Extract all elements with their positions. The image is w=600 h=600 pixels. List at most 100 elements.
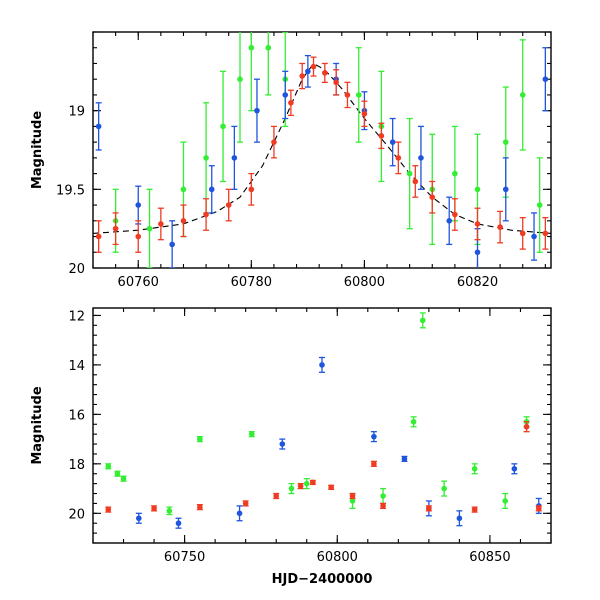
red-data-point [95,233,102,240]
green-data-point [502,498,509,504]
bottom-x-axis-label: HJD−2400000 [272,572,373,587]
red-data-point [112,225,119,232]
green-data-point [203,155,209,161]
blue-data-point [446,218,453,224]
blue-data-point [305,68,311,75]
red-data-point [297,483,304,489]
green-data-point [146,225,153,232]
x-tick-label: 60780 [231,275,272,290]
top-panel: 60760 60780 60800 60820 19 19.5 20 Magnitude [30,31,552,290]
red-data-point [333,79,339,86]
green-data-point [349,498,356,504]
green-data-point [536,202,543,208]
blue-data-point [418,155,424,161]
green-data-point [220,123,226,130]
red-data-point [151,505,157,512]
red-data-point [380,503,386,509]
y-tick-label: 20 [68,507,85,522]
red-data-point [322,70,328,76]
red-data-point [519,230,526,237]
green-data-point [237,76,243,82]
red-data-point [248,186,255,193]
top-x-axis: 60760 60780 60800 60820 [92,32,546,290]
x-tick-label: 60800 [317,550,358,565]
y-tick-label: 19.5 [56,183,85,198]
y-tick-label: 18 [68,458,85,473]
red-data-point [429,194,436,200]
green-data-point [471,465,478,472]
green-data-point [105,463,112,470]
top-y-axis: 19 19.5 20 [56,31,551,277]
x-tick-label: 60820 [457,275,498,290]
red-data-point [471,506,478,513]
x-tick-label: 60750 [164,550,205,565]
green-data-point [265,44,272,51]
green-data-point [474,186,481,193]
green-data-point [248,431,255,437]
green-data-point [248,44,255,51]
blue-data-point [208,186,215,193]
red-data-point [271,139,277,145]
green-data-point [452,170,458,177]
blue-data-point [135,202,142,208]
blue-data-point [169,241,175,248]
red-data-point [158,221,164,227]
bottom-x-axis: 60750 60800 60850 [92,308,552,565]
blue-data-point [511,465,518,472]
red-data-point [180,218,187,224]
green-data-point [288,485,295,492]
top-plot-frame [92,31,552,269]
y-tick-label: 14 [68,359,85,374]
red-data-point [395,155,402,161]
blue-data-point [371,433,377,440]
red-data-point [371,461,377,467]
blue-data-point [531,233,537,240]
green-data-point [410,418,417,425]
blue-data-point [389,139,396,145]
red-data-point [349,493,356,499]
red-data-point [203,211,209,218]
green-data-point [406,170,413,177]
blue-data-point [319,362,325,368]
bottom-y-axis-label: Magnitude [30,386,45,465]
x-tick-label: 60850 [469,550,510,565]
bottom-plot-frame [92,307,552,544]
red-data-point [105,506,112,513]
green-data-point [120,475,127,482]
blue-data-point [279,441,286,447]
bottom-data-points [105,312,542,529]
green-data-point [197,436,203,442]
green-data-point [519,92,526,98]
red-data-point [474,221,481,227]
blue-data-point [136,515,142,522]
red-data-point [412,178,419,185]
blue-data-point [542,76,549,82]
green-data-point [114,470,121,477]
y-tick-label: 12 [68,309,85,324]
red-data-point [378,133,385,139]
red-data-point [225,202,232,208]
red-data-point [535,505,542,512]
y-tick-label: 20 [68,262,85,277]
bottom-y-axis: 12 14 16 18 20 [68,309,551,544]
green-data-point [419,317,426,324]
red-data-point [197,504,203,510]
red-data-point [273,493,280,499]
green-data-point [303,480,310,487]
blue-data-point [282,92,289,98]
blue-data-point [175,520,182,527]
red-data-point [328,484,334,491]
green-data-point [441,485,447,492]
red-data-point [344,92,351,98]
red-data-point [361,111,368,117]
red-data-point [310,479,316,486]
blue-data-point [474,249,481,256]
top-data-points [95,32,549,268]
blue-data-point [502,186,509,193]
blue-data-point [231,155,238,161]
green-data-point [355,92,362,98]
y-tick-label: 16 [68,408,85,423]
x-tick-label: 60800 [344,275,385,290]
green-data-point [180,186,187,193]
